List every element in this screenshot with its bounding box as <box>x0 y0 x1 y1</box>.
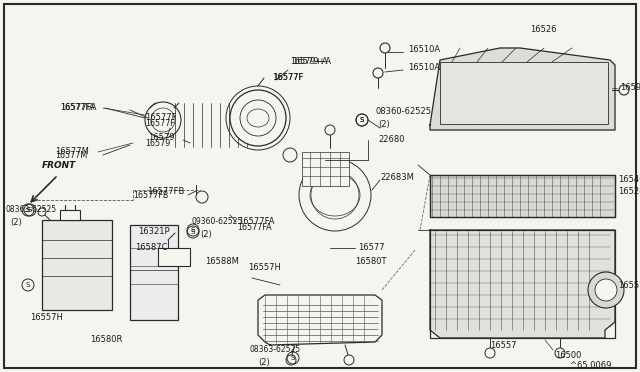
Text: (2): (2) <box>200 231 212 240</box>
Bar <box>440 62 608 124</box>
Bar <box>133 55 281 185</box>
Circle shape <box>38 208 46 216</box>
Text: 16557: 16557 <box>490 340 516 350</box>
Circle shape <box>380 43 390 53</box>
Text: 16577F: 16577F <box>145 113 177 122</box>
Text: 08360-62525: 08360-62525 <box>375 108 431 116</box>
Polygon shape <box>258 295 382 345</box>
Text: 16577F: 16577F <box>145 119 175 128</box>
Text: (2): (2) <box>10 218 22 227</box>
Text: 16577F: 16577F <box>272 74 303 83</box>
Text: 16577M: 16577M <box>55 151 87 160</box>
Text: 16577FA: 16577FA <box>60 103 97 112</box>
Circle shape <box>619 85 629 95</box>
Text: 16500: 16500 <box>555 350 581 359</box>
Text: S: S <box>191 227 195 233</box>
Text: 08363-62525: 08363-62525 <box>250 346 301 355</box>
Text: 16557H: 16557H <box>248 263 281 273</box>
Text: S: S <box>26 282 30 288</box>
Text: 16577: 16577 <box>358 244 385 253</box>
Bar <box>422 25 626 341</box>
Text: 16321P: 16321P <box>138 228 170 237</box>
Bar <box>415 18 633 348</box>
Text: S: S <box>26 207 30 213</box>
Text: 16557H: 16557H <box>30 314 63 323</box>
Circle shape <box>485 348 495 358</box>
Circle shape <box>145 102 181 138</box>
Circle shape <box>311 171 359 219</box>
Text: 16588M: 16588M <box>205 257 239 266</box>
Text: 16580T: 16580T <box>355 257 387 266</box>
Text: 16557: 16557 <box>618 280 640 289</box>
Text: S: S <box>191 229 195 235</box>
Text: 16577M: 16577M <box>55 148 89 157</box>
Circle shape <box>286 355 296 365</box>
Text: S: S <box>360 117 364 123</box>
Text: 22680: 22680 <box>378 135 404 144</box>
Text: 16510A: 16510A <box>408 45 440 55</box>
Text: S: S <box>291 355 295 361</box>
Text: (2): (2) <box>258 357 269 366</box>
Circle shape <box>595 279 617 301</box>
Text: 16577FA: 16577FA <box>237 224 271 232</box>
Bar <box>35 195 200 335</box>
Circle shape <box>283 148 297 162</box>
Text: 16577F: 16577F <box>273 74 303 83</box>
Bar <box>298 148 388 243</box>
Polygon shape <box>430 48 615 130</box>
Text: 16546: 16546 <box>618 176 640 185</box>
Bar <box>130 225 178 320</box>
Circle shape <box>373 68 383 78</box>
Text: 16579: 16579 <box>148 134 175 142</box>
Circle shape <box>344 355 354 365</box>
Ellipse shape <box>247 109 269 127</box>
Text: 16579+A: 16579+A <box>292 58 331 67</box>
Text: 16587C: 16587C <box>135 244 168 253</box>
Circle shape <box>240 100 276 136</box>
Circle shape <box>588 272 624 308</box>
Bar <box>430 175 615 217</box>
Text: 16579+A: 16579+A <box>290 58 328 67</box>
Text: S: S <box>360 117 364 123</box>
Text: ^65 0069: ^65 0069 <box>570 360 611 369</box>
Polygon shape <box>430 230 615 338</box>
Circle shape <box>230 90 286 146</box>
Text: 16577FA: 16577FA <box>60 103 95 112</box>
Text: 22683M: 22683M <box>380 173 414 183</box>
Text: 16580R: 16580R <box>90 336 122 344</box>
Text: S: S <box>28 207 32 213</box>
Text: 16577FB: 16577FB <box>147 187 184 196</box>
Text: 16526: 16526 <box>530 26 557 35</box>
Circle shape <box>287 147 383 243</box>
Bar <box>298 148 353 190</box>
Text: FRONT: FRONT <box>42 160 76 170</box>
Text: 16598: 16598 <box>620 83 640 93</box>
Text: 16528: 16528 <box>618 187 640 196</box>
Text: (2): (2) <box>378 121 390 129</box>
Circle shape <box>325 125 335 135</box>
Text: 16577FB: 16577FB <box>133 190 168 199</box>
Text: 08363-62525: 08363-62525 <box>6 205 57 215</box>
Text: 16579: 16579 <box>145 138 170 148</box>
Text: 16577FA: 16577FA <box>238 218 275 227</box>
Circle shape <box>151 108 175 132</box>
Bar <box>302 152 349 186</box>
Text: 09360-62525: 09360-62525 <box>192 218 243 227</box>
Circle shape <box>196 191 208 203</box>
Bar <box>158 248 190 266</box>
Bar <box>430 230 615 338</box>
Bar <box>430 175 615 217</box>
Text: 16510A: 16510A <box>408 64 440 73</box>
Circle shape <box>555 348 565 358</box>
Circle shape <box>299 159 371 231</box>
Bar <box>42 220 112 310</box>
Bar <box>60 210 80 220</box>
